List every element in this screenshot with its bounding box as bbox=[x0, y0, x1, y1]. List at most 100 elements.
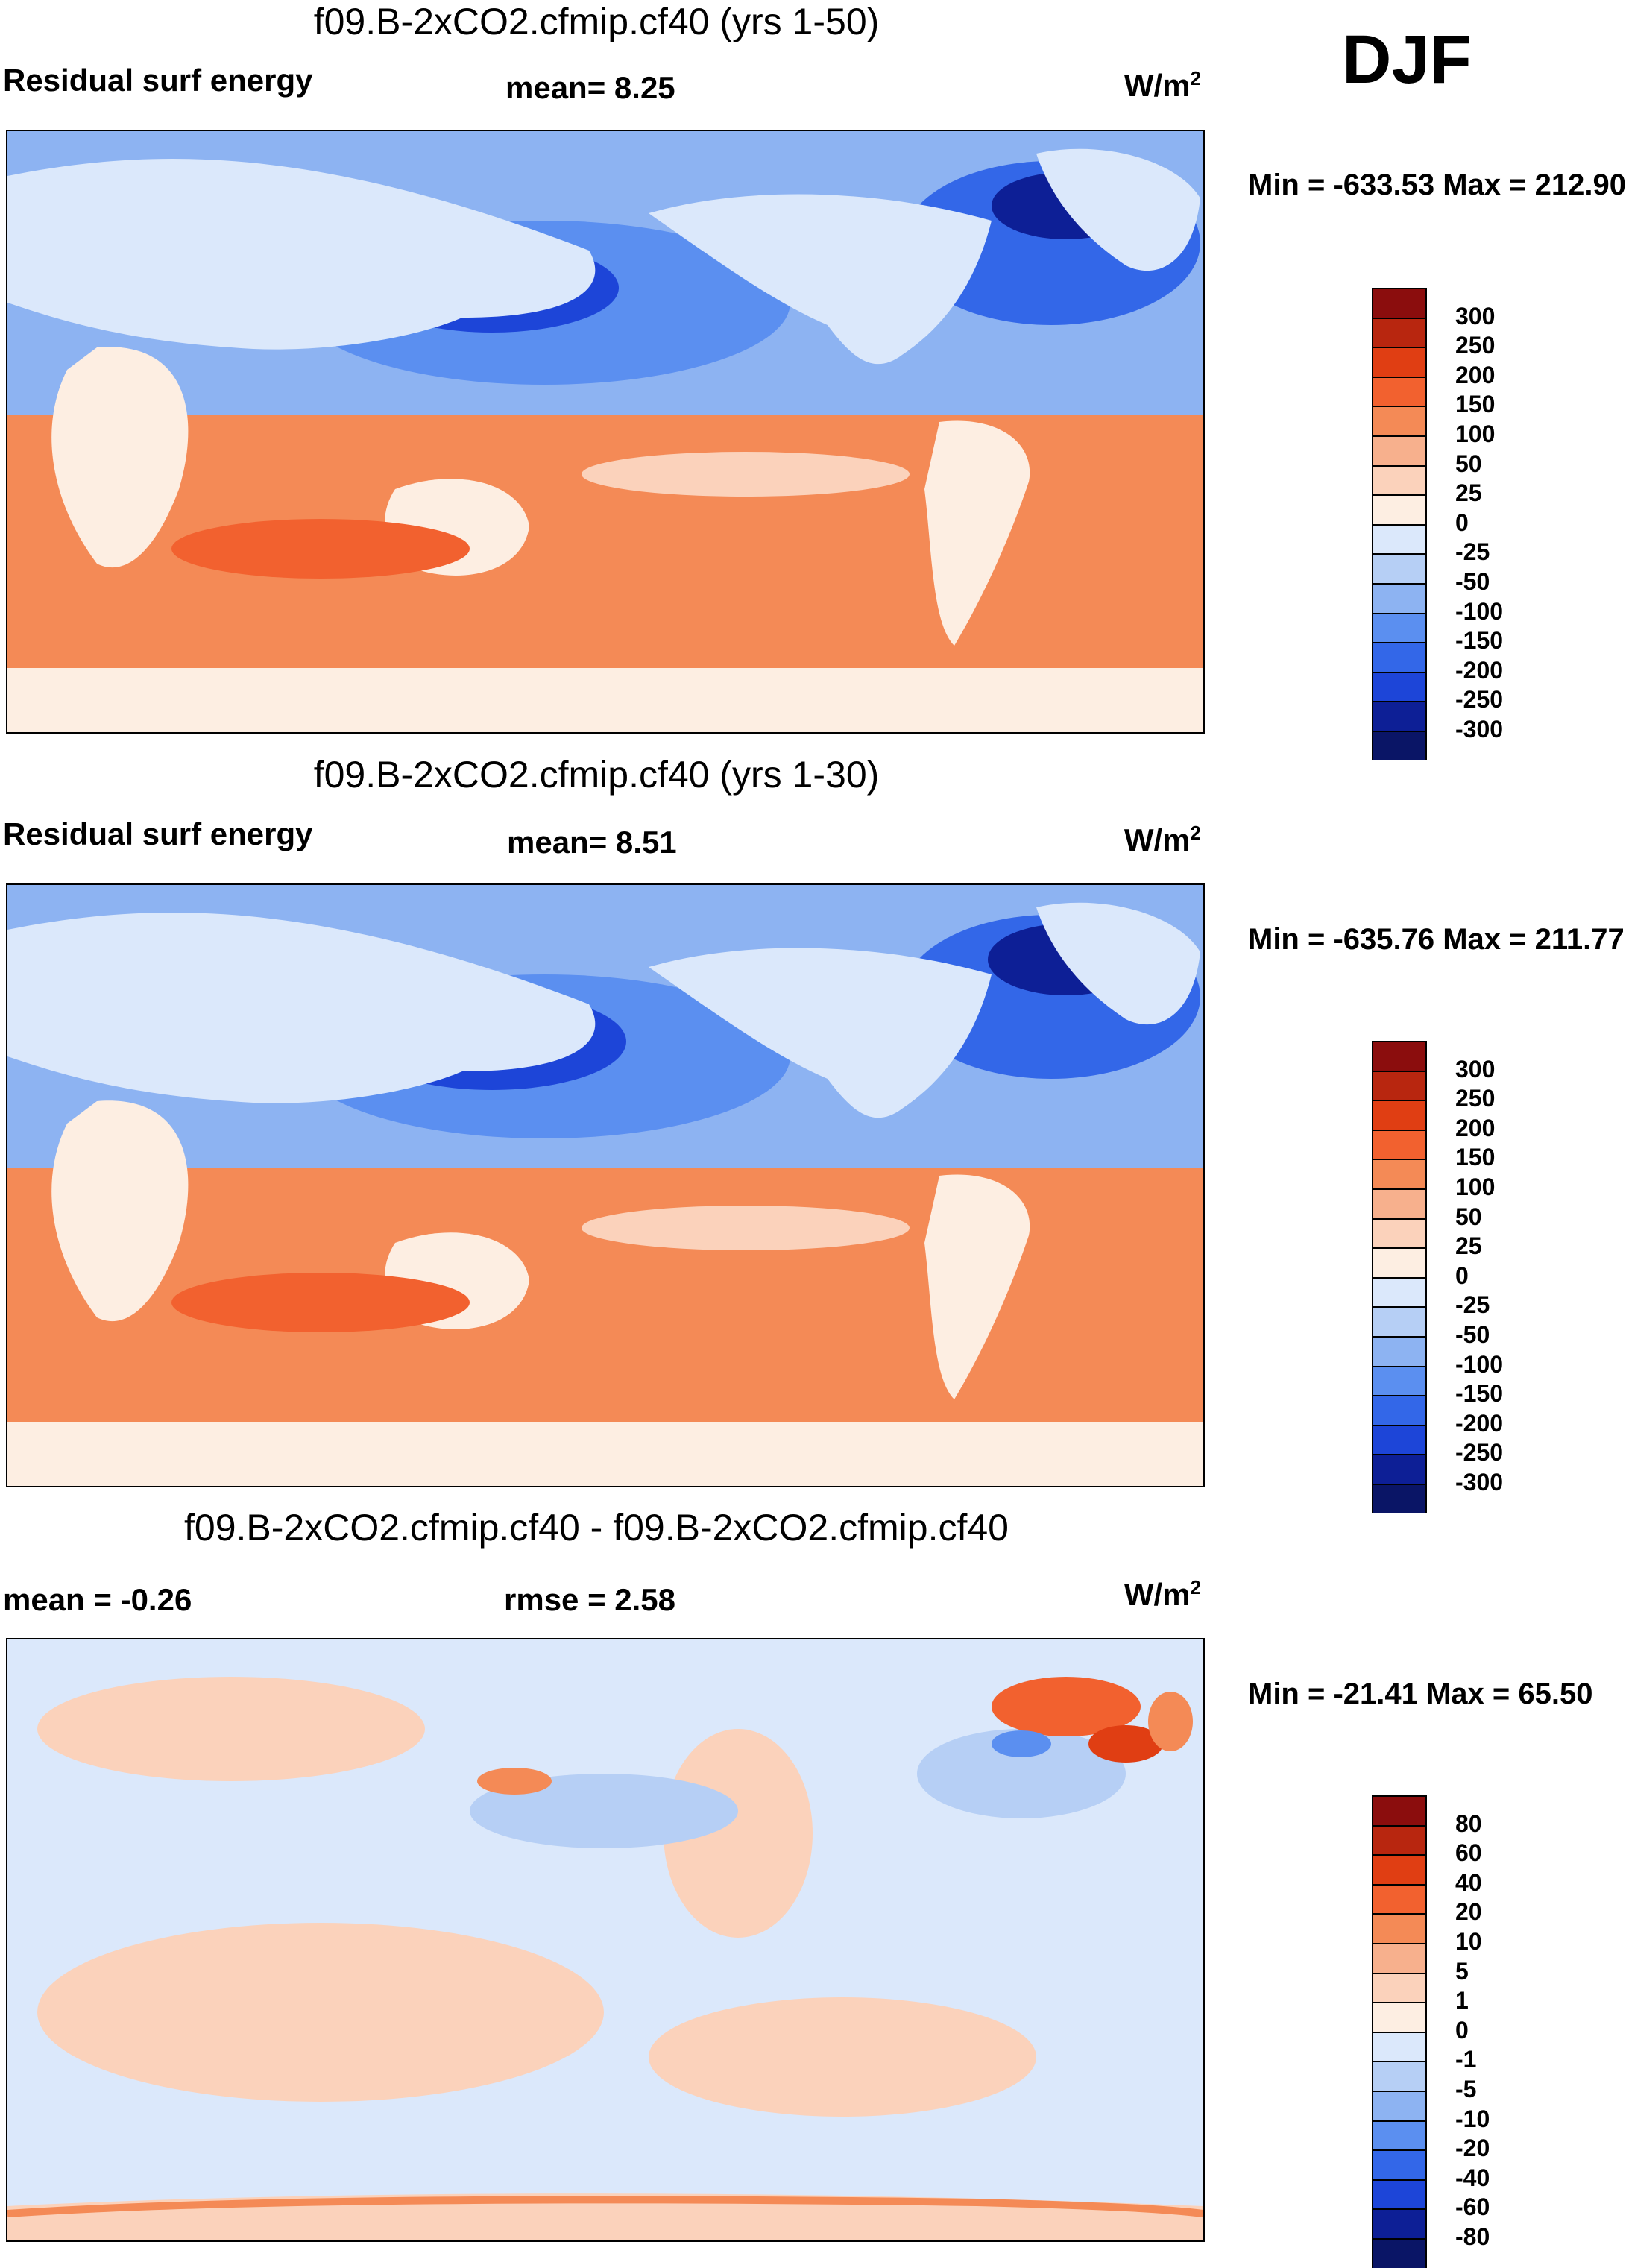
colorbar-level-label: 50 bbox=[1455, 1203, 1482, 1230]
colorbar-level-label: 10 bbox=[1455, 1928, 1482, 1955]
colorbar-level-label: 40 bbox=[1455, 1868, 1482, 1896]
colorbar-box bbox=[1372, 701, 1427, 731]
panel-1-variable-label: Residual surf energy bbox=[3, 63, 313, 98]
colorbar-box bbox=[1372, 2149, 1427, 2179]
colorbar-level-label: 100 bbox=[1455, 420, 1496, 447]
colorbar-level-label: -80 bbox=[1455, 2223, 1490, 2250]
colorbar-box bbox=[1372, 1041, 1427, 1071]
colorbar-box bbox=[1372, 1276, 1427, 1307]
colorbar-box bbox=[1372, 1247, 1427, 1277]
panel-2-map bbox=[6, 883, 1205, 1487]
colorbar-box bbox=[1372, 1100, 1427, 1130]
panel-1-minmax: Min = -633.53 Max = 212.90 bbox=[1248, 168, 1626, 201]
colorbar-level-label: -40 bbox=[1455, 2164, 1490, 2191]
colorbar-box bbox=[1372, 1454, 1427, 1484]
colorbar-level-label: -100 bbox=[1455, 1350, 1504, 1378]
colorbar-level-label: -150 bbox=[1455, 1380, 1504, 1408]
colorbar-box bbox=[1372, 642, 1427, 672]
colorbar-box bbox=[1372, 671, 1427, 702]
colorbar-box bbox=[1372, 1483, 1427, 1513]
colorbar-level-label: 250 bbox=[1455, 332, 1496, 359]
colorbar-box bbox=[1372, 1795, 1427, 1825]
panel-2-colorbar: 300 250 200 150 100 50 25 0 -25 -50 -100 -150 -200 -2… bbox=[1372, 1041, 1503, 1513]
colorbar-box bbox=[1372, 1942, 1427, 1973]
colorbar-level-label: 300 bbox=[1455, 1055, 1496, 1083]
colorbar-level-label: -5 bbox=[1455, 2076, 1477, 2102]
colorbar-level-label: -25 bbox=[1455, 538, 1490, 566]
colorbar-level-label: -50 bbox=[1455, 568, 1490, 595]
colorbar-box bbox=[1372, 347, 1427, 377]
colorbar-level-label: 0 bbox=[1455, 508, 1469, 536]
colorbar-box bbox=[1372, 2002, 1427, 2032]
panel-3-rmse: rmse = 2.58 bbox=[504, 1582, 676, 1617]
colorbar-level-label: 0 bbox=[1455, 2016, 1469, 2044]
colorbar-box bbox=[1372, 1395, 1427, 1425]
colorbar-level-label: -25 bbox=[1455, 1291, 1490, 1319]
panel-1-colorbar: 300 250 200 150 100 50 25 0 -25 -50 -100 -150 -200 -2… bbox=[1372, 288, 1503, 760]
colorbar-level-label: 0 bbox=[1455, 1261, 1469, 1289]
colorbar-box bbox=[1372, 2090, 1427, 2120]
colorbar-box bbox=[1372, 582, 1427, 613]
panel-3-title: f09.B-2xCO2.cfmip.cf40 - f09.B-2xCO2.cfm… bbox=[184, 1507, 1009, 1549]
colorbar-box bbox=[1372, 523, 1427, 554]
panel-2-title: f09.B-2xCO2.cfmip.cf40 (yrs 1-30) bbox=[313, 754, 880, 796]
colorbar-level-label: 200 bbox=[1455, 361, 1496, 388]
colorbar-level-label: 80 bbox=[1455, 1809, 1482, 1837]
colorbar-box bbox=[1372, 553, 1427, 583]
colorbar-level-label: -150 bbox=[1455, 627, 1504, 655]
colorbar-level-label: 150 bbox=[1455, 1144, 1496, 1171]
panel-1-title: f09.B-2xCO2.cfmip.cf40 (yrs 1-50) bbox=[313, 1, 880, 42]
colorbar-level-label: -250 bbox=[1455, 686, 1504, 714]
panel-2-minmax: Min = -635.76 Max = 211.77 bbox=[1248, 923, 1625, 956]
colorbar-box bbox=[1372, 494, 1427, 524]
panel-3-map bbox=[6, 1638, 1205, 2242]
colorbar-box bbox=[1372, 1188, 1427, 1218]
colorbar-box bbox=[1372, 1129, 1427, 1159]
colorbar-level-label: -100 bbox=[1455, 597, 1504, 625]
colorbar-box bbox=[1372, 1972, 1427, 2003]
colorbar-box bbox=[1372, 2208, 1427, 2238]
colorbar-level-label: -60 bbox=[1455, 2193, 1490, 2221]
colorbar-level-label: -250 bbox=[1455, 1439, 1504, 1467]
colorbar-level-label: 25 bbox=[1455, 479, 1482, 507]
colorbar-level-label: 60 bbox=[1455, 1839, 1482, 1867]
colorbar-box bbox=[1372, 1306, 1427, 1336]
colorbar-level-label: -10 bbox=[1455, 2105, 1490, 2132]
colorbar-level-label: -200 bbox=[1455, 1409, 1504, 1437]
colorbar-box bbox=[1372, 2120, 1427, 2150]
colorbar-box bbox=[1372, 2179, 1427, 2209]
colorbar-level-label: 1 bbox=[1455, 1987, 1469, 2015]
panel-2-mean: mean= 8.51 bbox=[507, 825, 677, 860]
colorbar-box bbox=[1372, 1824, 1427, 1855]
colorbar-level-label: 200 bbox=[1455, 1114, 1496, 1141]
colorbar-level-label: 250 bbox=[1455, 1085, 1496, 1112]
colorbar-box bbox=[1372, 406, 1427, 435]
colorbar-box bbox=[1372, 464, 1427, 495]
colorbar-level-label: 25 bbox=[1455, 1232, 1482, 1260]
colorbar-box bbox=[1372, 317, 1427, 347]
colorbar-box bbox=[1372, 435, 1427, 465]
colorbar-level-label: -200 bbox=[1455, 656, 1504, 684]
colorbar-level-label: 50 bbox=[1455, 450, 1482, 477]
colorbar-box bbox=[1372, 1070, 1427, 1100]
panel-1-map bbox=[6, 130, 1205, 734]
colorbar-level-label: -300 bbox=[1455, 716, 1504, 743]
colorbar-box bbox=[1372, 612, 1427, 643]
colorbar-level-label: 300 bbox=[1455, 302, 1496, 330]
season-label: DJF bbox=[1342, 22, 1472, 98]
colorbar-level-label: -20 bbox=[1455, 2135, 1490, 2162]
colorbar-box bbox=[1372, 1159, 1427, 1188]
colorbar-box bbox=[1372, 1335, 1427, 1366]
colorbar-box bbox=[1372, 1854, 1427, 1884]
colorbar-level-label: -300 bbox=[1455, 1469, 1504, 1496]
colorbar-level-label: 150 bbox=[1455, 391, 1496, 418]
panel-2-variable-label: Residual surf energy bbox=[3, 816, 313, 851]
panel-3-mean: mean = -0.26 bbox=[3, 1582, 192, 1617]
colorbar-box bbox=[1372, 376, 1427, 406]
panel-3-colorbar: 80 60 40 20 10 5 1 0 -1 -5 -10 -20 -40 -60 -80 bbox=[1372, 1795, 1490, 2268]
panel-1-unit: W/m2 bbox=[1124, 67, 1201, 103]
colorbar-level-label: 20 bbox=[1455, 1898, 1482, 1926]
panel-3-unit: W/m2 bbox=[1124, 1576, 1201, 1612]
colorbar-box bbox=[1372, 1218, 1427, 1248]
colorbar-box bbox=[1372, 2031, 1427, 2061]
